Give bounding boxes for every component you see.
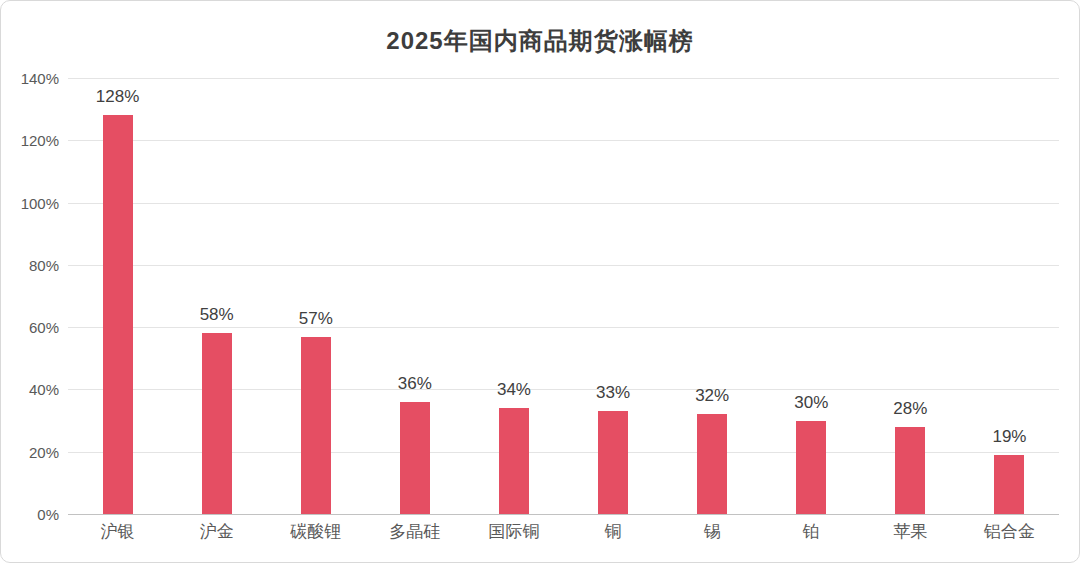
bar-column: 57% — [266, 78, 365, 514]
y-axis-tick-label: 120% — [4, 133, 59, 148]
bar-value-label: 128% — [68, 88, 167, 105]
y-axis-tick-label: 100% — [4, 196, 59, 211]
bar-column: 36% — [365, 78, 464, 514]
bar — [103, 115, 133, 514]
bar-column: 34% — [464, 78, 563, 514]
bar-column: 33% — [564, 78, 663, 514]
bar-value-label: 36% — [365, 375, 464, 392]
y-axis-tick-label: 60% — [4, 320, 59, 335]
bar — [994, 455, 1024, 514]
bar-column: 128% — [68, 78, 167, 514]
x-axis-category-label: 碳酸锂 — [266, 523, 365, 540]
bar-value-label: 58% — [167, 306, 266, 323]
y-axis-tick-label: 40% — [4, 382, 59, 397]
bar-column: 30% — [762, 78, 861, 514]
bar-value-label: 34% — [464, 381, 563, 398]
y-axis-tick-label: 140% — [4, 71, 59, 86]
plot-area: 0%20%40%60%80%100%120%140%沪银128%沪金58%碳酸锂… — [68, 78, 1059, 514]
y-axis-tick-label: 20% — [4, 445, 59, 460]
x-axis-category-label: 苹果 — [861, 523, 960, 540]
bar — [895, 427, 925, 514]
x-axis-baseline — [68, 514, 1059, 515]
bar-column: 58% — [167, 78, 266, 514]
bar — [301, 337, 331, 515]
bar-value-label: 32% — [663, 387, 762, 404]
x-axis-category-label: 国际铜 — [464, 523, 563, 540]
bar — [202, 333, 232, 514]
bar-column: 32% — [663, 78, 762, 514]
x-axis-category-label: 沪银 — [68, 523, 167, 540]
x-axis-category-label: 铝合金 — [960, 523, 1059, 540]
chart-title: 2025年国内商品期货涨幅榜 — [1, 25, 1079, 57]
bar-column: 19% — [960, 78, 1059, 514]
bar-value-label: 57% — [266, 310, 365, 327]
y-axis-tick-label: 0% — [4, 507, 59, 522]
bar-value-label: 30% — [762, 394, 861, 411]
bar — [598, 411, 628, 514]
x-axis-category-label: 锡 — [663, 523, 762, 540]
x-axis-category-label: 铜 — [564, 523, 663, 540]
bar-value-label: 33% — [564, 384, 663, 401]
x-axis-category-label: 沪金 — [167, 523, 266, 540]
bar-value-label: 19% — [960, 428, 1059, 445]
bar-column: 28% — [861, 78, 960, 514]
bar — [697, 414, 727, 514]
y-axis-tick-label: 80% — [4, 258, 59, 273]
bar-value-label: 28% — [861, 400, 960, 417]
bar-chart: 2025年国内商品期货涨幅榜 0%20%40%60%80%100%120%140… — [0, 0, 1080, 563]
x-axis-category-label: 铂 — [762, 523, 861, 540]
bar — [796, 421, 826, 514]
bar — [499, 408, 529, 514]
bar — [400, 402, 430, 514]
x-axis-category-label: 多晶硅 — [365, 523, 464, 540]
